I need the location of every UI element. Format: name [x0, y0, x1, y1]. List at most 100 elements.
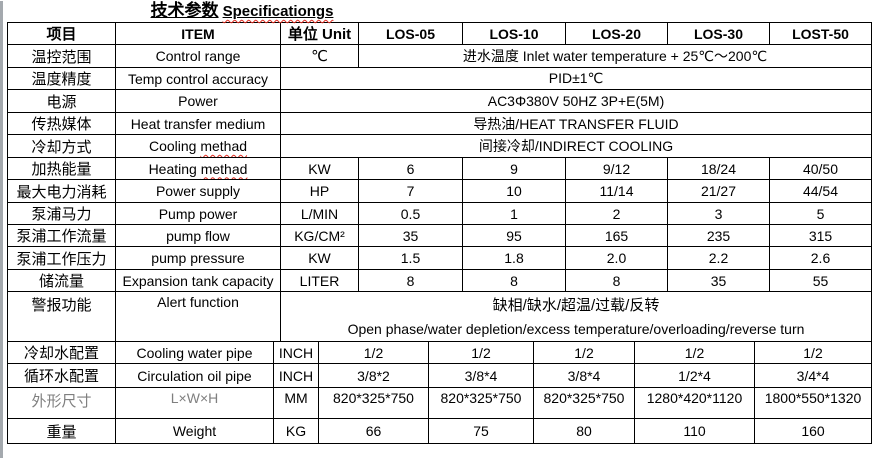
- cell-value: 315: [769, 224, 872, 247]
- item-en-text: Cooling: [148, 138, 201, 154]
- cell-item-zh: 冷却方式: [7, 134, 116, 158]
- item-en-text: pump pressure: [151, 250, 245, 266]
- cell-value: 44/54: [769, 179, 872, 203]
- cell-value: 5: [769, 202, 872, 225]
- cell-merged-value: 导热油/HEAT TRANSFER FLUID: [280, 112, 872, 135]
- spec-row: 泵浦马力 Pump power L/MIN 0.5 1 2 3 5: [7, 202, 872, 225]
- item-en-text: Control range: [155, 48, 241, 64]
- cell-item-en: Cooling water pipe: [115, 341, 274, 364]
- cell-item-zh: 电源: [7, 89, 116, 113]
- cell-unit: LITER: [280, 269, 359, 292]
- cell-value: 1/2: [754, 341, 872, 364]
- item-en-text: Pump power: [158, 205, 238, 222]
- cell-item-en: Expansion tank capacity: [115, 269, 281, 292]
- cell-value: 95: [462, 224, 566, 247]
- cell-unit: INCH: [273, 341, 319, 364]
- cell-item-zh: 重量: [7, 418, 116, 444]
- cell-item-zh: 外形尺寸: [7, 387, 116, 419]
- cell-item-zh: 警报功能: [7, 291, 116, 342]
- cell-item-en: Cooling methad: [115, 134, 281, 158]
- spec-row: 储流量 Expansion tank capacity LITER 8 8 8 35 55: [7, 269, 872, 292]
- item-en-text: Power supply: [155, 183, 241, 199]
- item-en-text: Heat transfer medium: [130, 115, 266, 132]
- cell-value: 10: [462, 179, 566, 203]
- item-en-text: Expansion tank capacity: [122, 272, 274, 289]
- cell-item-en: pump pressure: [115, 246, 281, 270]
- cell-value: 9: [462, 157, 566, 180]
- spec-row: 温控范围 Control range ℃ 进水温度 Inlet water tempe…: [7, 44, 872, 68]
- cell-value: 6: [358, 157, 463, 180]
- cell-value: 1/2: [533, 341, 635, 364]
- item-en-text: Alert function: [157, 294, 239, 310]
- cell-unit: KW: [280, 157, 359, 180]
- page-title-zh: 技术参数: [150, 1, 219, 20]
- spec-row: 重量 Weight KG 66 75 80 110 160: [7, 418, 872, 444]
- window-edge: [0, 1, 3, 458]
- cell-merged-value: 缺相/缺水/超温/过载/反转 Open phase/water depletion…: [280, 291, 872, 342]
- cell-value: 2: [565, 202, 668, 225]
- cell-item-en: Power supply: [115, 179, 281, 203]
- header-row: 项目 ITEM 单位 Unit LOS-05 LOS-10 LOS-20 LOS-30 LOS…: [7, 22, 872, 45]
- cell-value: 80: [533, 418, 635, 444]
- cell-value: 11/14: [565, 179, 668, 203]
- cell-value: 1/2: [634, 341, 755, 364]
- cell-value: 3/8*4: [428, 363, 534, 388]
- cell-merged-value: AC3Φ380V 50HZ 3P+E(5M): [280, 89, 872, 113]
- cell-item-en: Temp control accuracy: [115, 67, 281, 90]
- item-en-typo: methad: [200, 138, 248, 154]
- cell-item-en: Alert function: [115, 291, 281, 342]
- cell-item-zh: 泵浦工作流量: [7, 224, 116, 247]
- cell-item-en: Pump power: [115, 202, 281, 225]
- cell-value: 21/27: [667, 179, 770, 203]
- cell-value: 820*325*750: [318, 387, 429, 419]
- header-item-zh: 项目: [7, 22, 116, 45]
- cell-value: 1/2: [318, 341, 429, 364]
- cell-value: 18/24: [667, 157, 770, 180]
- header-item-en: ITEM: [115, 22, 281, 45]
- cell-value: 1/2: [428, 341, 534, 364]
- cell-value: 820*325*750: [428, 387, 534, 419]
- cell-value: 3/8*2: [318, 363, 429, 388]
- spec-row: 泵浦工作压力 pump pressure KW 1.5 1.8 2.0 2.2 2.6: [7, 246, 872, 270]
- cell-merged-value: 间接冷却/INDIRECT COOLING: [280, 134, 872, 158]
- cell-value: 40/50: [769, 157, 872, 180]
- cell-unit: L/MIN: [280, 202, 359, 225]
- cell-value: 3: [667, 202, 770, 225]
- cell-item-zh: 传热媒体: [7, 112, 116, 135]
- cell-item-zh: 加热能量: [7, 157, 116, 180]
- cell-item-zh: 循环水配置: [7, 363, 116, 388]
- cell-item-zh: 泵浦马力: [7, 202, 116, 225]
- spec-row: 电源 Power AC3Φ380V 50HZ 3P+E(5M): [7, 89, 872, 113]
- spec-row: 外形尺寸 L×W×H MM 820*325*750 820*325*750 820*325…: [7, 387, 872, 419]
- cell-value: 1280*420*1120: [634, 387, 755, 419]
- cell-merged-value: PID±1℃: [280, 67, 872, 90]
- header-model: LOS-10: [462, 22, 566, 45]
- cell-item-en: Weight: [115, 418, 274, 444]
- cell-item-en: L×W×H: [115, 387, 274, 419]
- cell-value: 1.8: [462, 246, 566, 270]
- cell-value: 66: [318, 418, 429, 444]
- page-title-en: Specificationgs: [223, 3, 334, 20]
- spec-row: 传热媒体 Heat transfer medium 导热油/HEAT TRANSFE…: [7, 112, 872, 135]
- cell-item-en: Power: [115, 89, 281, 113]
- cell-value: 2.0: [565, 246, 668, 270]
- spec-row: 冷却水配置 Cooling water pipe INCH 1/2 1/2 1/2 1/2 1…: [7, 341, 872, 364]
- alert-line-en: Open phase/water depletion/excess temper…: [347, 320, 805, 337]
- item-en-text: Temp control accuracy: [127, 70, 269, 87]
- header-model: LOS-20: [565, 22, 668, 45]
- cell-value: 8: [462, 269, 566, 292]
- item-en-text: pump flow: [166, 227, 230, 244]
- cell-value: 8: [358, 269, 463, 292]
- cell-value: 3/4*4: [754, 363, 872, 388]
- cell-value: 2.2: [667, 246, 770, 270]
- cell-unit: INCH: [273, 363, 319, 388]
- spec-row: 最大电力消耗 Power supply HP 7 10 11/14 21/27 44/54: [7, 179, 872, 203]
- cell-merged-value: 进水温度 Inlet water temperature + 25℃～200℃: [358, 44, 872, 68]
- cell-unit: KW: [280, 246, 359, 270]
- cell-value: 35: [667, 269, 770, 292]
- cell-value: 820*325*750: [533, 387, 635, 419]
- cell-unit: HP: [280, 179, 359, 203]
- page-title-en-typo: Specificationgs: [222, 3, 334, 20]
- alert-line-zh: 缺相/缺水/超温/过载/反转: [492, 296, 660, 314]
- cell-value: 235: [667, 224, 770, 247]
